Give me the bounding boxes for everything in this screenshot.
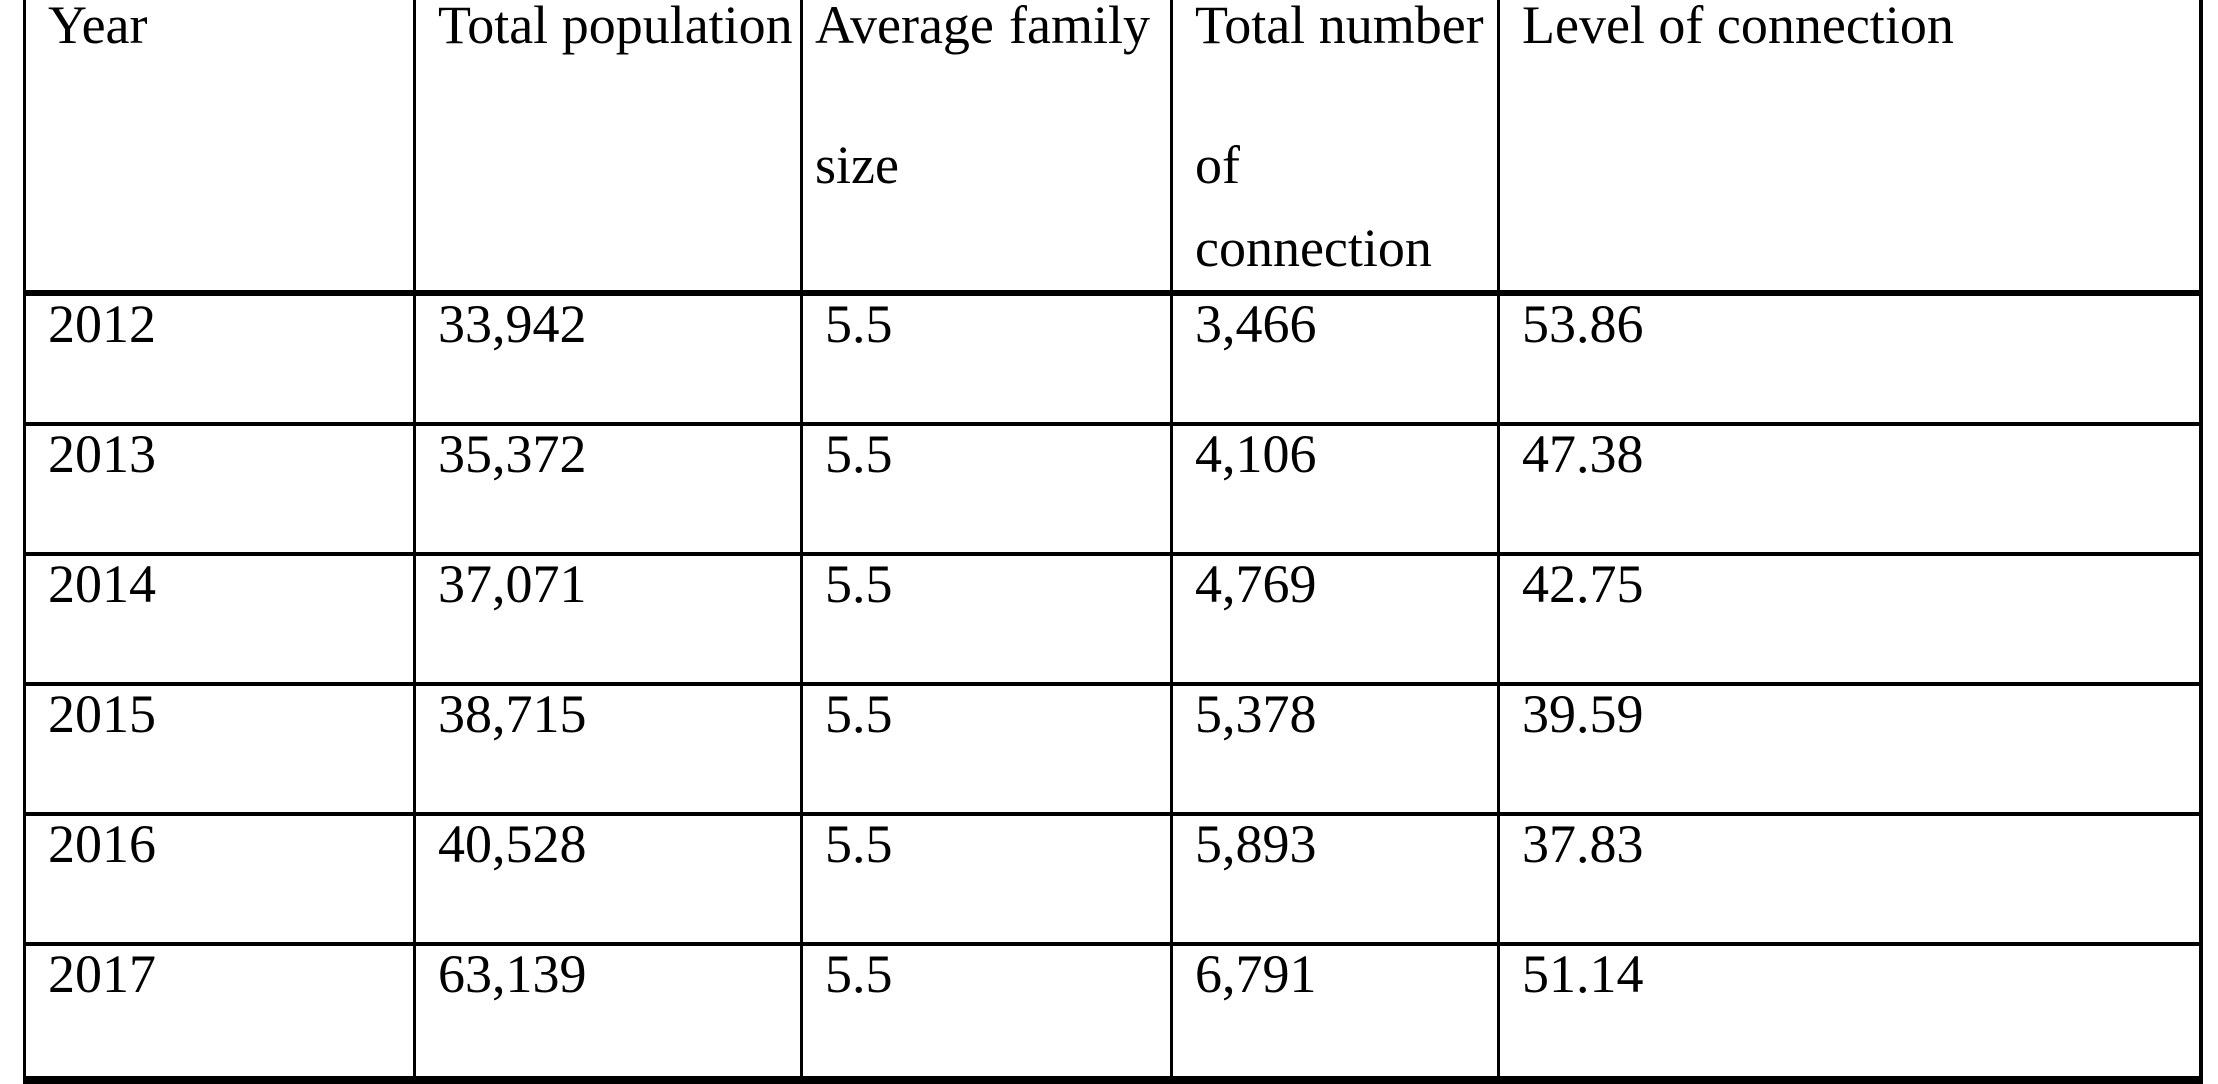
- table-cell: 3,466: [1173, 296, 1500, 422]
- col-header-year: Year: [26, 0, 416, 290]
- table-cell: 5.5: [803, 946, 1173, 1076]
- table-cell: 51.14: [1522, 946, 1644, 1004]
- header-line: of: [1195, 135, 1240, 195]
- table-cell: 5.5: [803, 556, 1173, 682]
- table-cell: 53.86: [1522, 296, 1644, 354]
- table-cell: 5.5: [803, 426, 1173, 552]
- table-cell: 37,071: [416, 556, 803, 682]
- col-header-level-of-connection: Level of connection: [1500, 0, 2199, 290]
- table-cell: 5.5: [803, 686, 1173, 812]
- table-row: 2014 37,071 5.5 4,769 42.75: [26, 556, 2199, 686]
- table-cell: 2014: [26, 556, 416, 682]
- header-line: size: [815, 135, 899, 195]
- table-row: 2017 63,139 5.5 6,791 51.14: [26, 946, 2199, 1076]
- header-line: Total population: [438, 0, 793, 55]
- header-line: Total number: [1195, 0, 1484, 55]
- table-row: 2016 40,528 5.5 5,893 37.83: [26, 816, 2199, 946]
- table-cell: 4,106: [1173, 426, 1500, 552]
- table-cell: 5.5: [803, 816, 1173, 942]
- col-header-total-population: Total population: [416, 0, 803, 290]
- table-cell: 2017: [26, 946, 416, 1076]
- table-row: 2015 38,715 5.5 5,378 39.59: [26, 686, 2199, 816]
- header-line: Year: [48, 0, 148, 55]
- table-cell: 37.83: [1522, 816, 1644, 874]
- table-cell: 5,893: [1173, 816, 1500, 942]
- table-cell: 2015: [26, 686, 416, 812]
- table-cell: 6,791: [1173, 946, 1500, 1076]
- col-header-average-family-size: Average family size: [803, 0, 1173, 290]
- table-cell: 2016: [26, 816, 416, 942]
- table-cell: 5,378: [1173, 686, 1500, 812]
- header-line: Level of connection: [1522, 0, 1954, 55]
- table-cell: 42.75: [1522, 556, 1644, 614]
- table-cell: 2013: [26, 426, 416, 552]
- table-cell: 39.59: [1522, 686, 1644, 744]
- header-line: connection: [1195, 218, 1432, 278]
- col-header-total-number-of-connection: Total number of connection: [1173, 0, 1500, 290]
- header-line: Average family: [815, 0, 1150, 55]
- table-row: 2012 33,942 5.5 3,466 53.86: [26, 296, 2199, 426]
- table-cell: 40,528: [416, 816, 803, 942]
- table-cell: 38,715: [416, 686, 803, 812]
- data-table: Year Total population Average family size…: [23, 0, 2203, 1084]
- table-cell: 33,942: [416, 296, 803, 422]
- table-row: 2013 35,372 5.5 4,106 47.38: [26, 426, 2199, 556]
- table-cell: 63,139: [416, 946, 803, 1076]
- table-cell: 4,769: [1173, 556, 1500, 682]
- table-cell: 2012: [26, 296, 416, 422]
- table-cell: 47.38: [1522, 426, 1644, 484]
- table-cell: 35,372: [416, 426, 803, 552]
- table-header-row: Year Total population Average family size…: [26, 0, 2199, 296]
- table-cell: 5.5: [803, 296, 1173, 422]
